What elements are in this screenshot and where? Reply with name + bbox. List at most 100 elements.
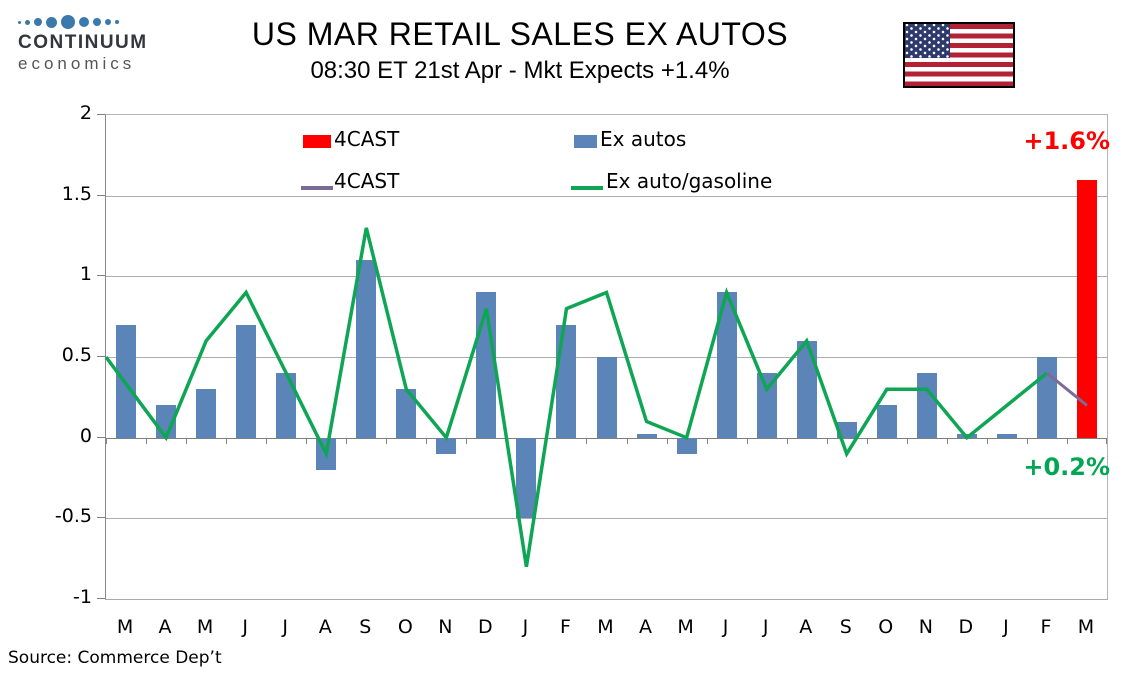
gridline xyxy=(106,195,1107,197)
y-axis-tick xyxy=(97,517,105,519)
x-axis-label: J xyxy=(762,616,769,638)
y-axis-label: 0.5 xyxy=(61,344,92,366)
x-axis-label: F xyxy=(559,616,571,638)
x-axis-label: F xyxy=(1040,616,1052,638)
legend-label-4cast-line: 4CAST xyxy=(334,169,400,193)
x-axis-label: A xyxy=(158,616,172,638)
bar-ex-autos xyxy=(276,373,297,438)
x-axis-label: M xyxy=(1077,616,1095,638)
x-axis-tick xyxy=(706,437,708,444)
line-ex-auto-gasoline xyxy=(104,227,1048,567)
x-axis-tick xyxy=(146,437,148,444)
bar-ex-autos xyxy=(596,357,617,438)
logo-dot xyxy=(61,15,75,29)
y-axis-label: -0.5 xyxy=(54,505,92,528)
x-axis-label: M xyxy=(677,616,694,638)
x-axis-label: J xyxy=(722,616,729,638)
x-axis-label: N xyxy=(438,616,453,638)
bar-ex-autos xyxy=(196,389,217,438)
bar-ex-autos xyxy=(716,292,737,438)
bar-ex-autos xyxy=(996,434,1017,438)
bar-ex-autos xyxy=(756,373,777,438)
x-axis-tick xyxy=(666,437,668,444)
x-axis-label: N xyxy=(918,616,933,638)
bar-ex-autos xyxy=(236,324,257,438)
us-flag-icon xyxy=(903,22,1015,88)
bar-ex-autos xyxy=(836,421,857,438)
flag-canton xyxy=(905,24,950,58)
line-series-overlay xyxy=(104,227,1088,567)
gridline xyxy=(106,276,1107,278)
x-axis-label: S xyxy=(839,616,852,638)
y-axis-label: 0 xyxy=(79,424,92,447)
x-axis-tick xyxy=(746,437,748,444)
forecast-bar-annotation: +1.6% xyxy=(1023,127,1110,155)
bar-ex-autos xyxy=(396,389,417,438)
x-axis-label: A xyxy=(318,616,332,638)
x-axis-tick xyxy=(946,437,948,444)
bar-ex-autos xyxy=(676,437,697,454)
legend-swatch-4cast-bar xyxy=(303,135,331,148)
x-axis-label: J xyxy=(522,616,529,638)
x-axis-tick xyxy=(226,437,228,444)
x-axis-label: A xyxy=(799,616,813,638)
bar-4cast xyxy=(1076,179,1097,438)
y-axis-tick xyxy=(97,275,105,277)
gridline xyxy=(106,518,1107,520)
x-axis-tick xyxy=(586,437,588,444)
title-block: US MAR RETAIL SALES EX AUTOS 08:30 ET 21… xyxy=(170,16,870,85)
logo-dot xyxy=(105,19,111,25)
forecast-line-annotation: +0.2% xyxy=(1023,453,1110,481)
x-axis-label: S xyxy=(359,616,372,638)
x-axis-tick xyxy=(106,437,107,444)
x-axis-tick xyxy=(1066,437,1068,444)
x-axis-tick xyxy=(906,437,908,444)
x-axis-tick xyxy=(786,437,788,444)
bar-ex-autos xyxy=(796,340,817,438)
continuum-economics-logo: CONTINUUM economics xyxy=(18,14,218,74)
x-axis-tick xyxy=(186,437,188,444)
logo-dot xyxy=(34,18,42,26)
y-axis-tick xyxy=(97,356,105,357)
logo-subword: economics xyxy=(18,54,136,73)
chart-title: US MAR RETAIL SALES EX AUTOS xyxy=(251,16,789,52)
y-axis-tick xyxy=(97,114,105,115)
y-axis-tick xyxy=(97,598,105,599)
x-axis-label: J xyxy=(1003,616,1009,638)
bar-ex-autos xyxy=(876,405,897,438)
x-axis-tick xyxy=(626,437,628,444)
line-4cast xyxy=(1045,371,1088,407)
bar-ex-autos xyxy=(636,434,657,438)
logo-dot xyxy=(46,16,57,28)
x-axis-label: D xyxy=(478,616,493,638)
logo-dot xyxy=(79,17,89,27)
x-axis-label: A xyxy=(639,616,653,638)
x-axis-tick xyxy=(346,437,348,444)
x-axis-tick xyxy=(306,437,308,444)
logo-dot xyxy=(25,19,30,25)
bar-ex-autos xyxy=(356,260,377,438)
logo-dot xyxy=(18,20,21,24)
y-axis-tick xyxy=(97,194,105,196)
chart-subtitle: 08:30 ET 21st Apr - Mkt Expects +1.4% xyxy=(310,57,730,84)
y-axis-label: -1 xyxy=(73,586,92,608)
legend-label-ex-autos: Ex autos xyxy=(600,127,687,151)
y-axis-tick xyxy=(97,436,105,438)
zero-axis-line xyxy=(106,437,1107,439)
x-axis-tick xyxy=(1026,437,1028,444)
x-axis-label: J xyxy=(242,616,248,638)
x-axis-tick xyxy=(986,437,988,444)
legend-swatch-ex-auto-gasoline xyxy=(571,186,603,190)
x-axis-label: D xyxy=(958,616,974,638)
x-axis-tick xyxy=(826,437,828,444)
logo-dot xyxy=(93,18,101,26)
legend-label-4cast-bar: 4CAST xyxy=(334,127,400,151)
legend-swatch-ex-autos xyxy=(574,135,597,148)
x-axis-label: M xyxy=(116,616,134,638)
x-axis-tick xyxy=(386,437,388,444)
y-axis-label: 1.5 xyxy=(61,182,92,205)
x-axis-tick xyxy=(866,437,868,444)
legend-swatch-4cast-line xyxy=(301,186,333,190)
bar-ex-autos xyxy=(556,324,577,438)
